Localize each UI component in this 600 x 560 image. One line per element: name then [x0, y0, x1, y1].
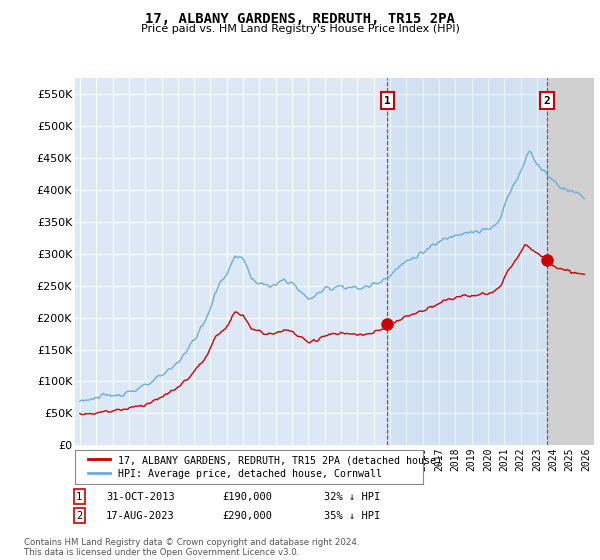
- Text: Price paid vs. HM Land Registry's House Price Index (HPI): Price paid vs. HM Land Registry's House …: [140, 24, 460, 34]
- Text: 2: 2: [76, 511, 82, 521]
- Text: 1: 1: [384, 96, 391, 106]
- Text: Contains HM Land Registry data © Crown copyright and database right 2024.
This d: Contains HM Land Registry data © Crown c…: [24, 538, 359, 557]
- Text: 1: 1: [76, 492, 82, 502]
- Text: 35% ↓ HPI: 35% ↓ HPI: [324, 511, 380, 521]
- Bar: [387, 78, 547, 445]
- Text: 2: 2: [544, 96, 550, 106]
- Bar: [547, 78, 594, 445]
- Text: 17-AUG-2023: 17-AUG-2023: [106, 511, 175, 521]
- Legend: 17, ALBANY GARDENS, REDRUTH, TR15 2PA (detached house), HPI: Average price, deta: 17, ALBANY GARDENS, REDRUTH, TR15 2PA (d…: [83, 450, 448, 484]
- Text: 31-OCT-2013: 31-OCT-2013: [106, 492, 175, 502]
- Text: 17, ALBANY GARDENS, REDRUTH, TR15 2PA: 17, ALBANY GARDENS, REDRUTH, TR15 2PA: [145, 12, 455, 26]
- Text: £290,000: £290,000: [222, 511, 272, 521]
- Text: 32% ↓ HPI: 32% ↓ HPI: [324, 492, 380, 502]
- Text: £190,000: £190,000: [222, 492, 272, 502]
